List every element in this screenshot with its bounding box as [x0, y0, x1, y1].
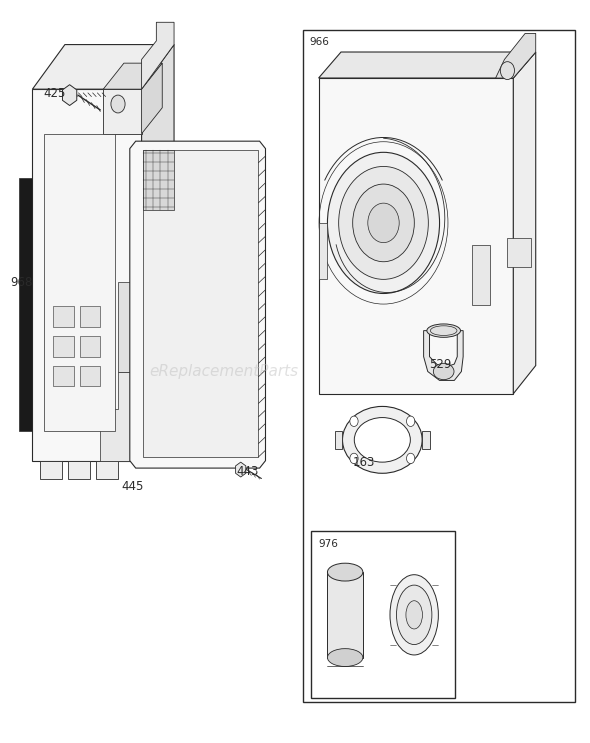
Polygon shape — [40, 461, 62, 479]
Polygon shape — [143, 150, 258, 457]
Polygon shape — [53, 336, 74, 357]
Ellipse shape — [390, 575, 438, 655]
Polygon shape — [96, 461, 118, 479]
Polygon shape — [422, 431, 430, 449]
Polygon shape — [68, 461, 90, 479]
Polygon shape — [19, 178, 32, 431]
Polygon shape — [53, 366, 74, 386]
Circle shape — [350, 453, 358, 464]
Ellipse shape — [327, 649, 363, 666]
Bar — [56, 193, 71, 282]
Polygon shape — [80, 366, 100, 386]
Polygon shape — [63, 85, 77, 106]
Circle shape — [327, 152, 440, 293]
Polygon shape — [80, 336, 100, 357]
Text: 966: 966 — [310, 37, 330, 47]
Polygon shape — [142, 22, 174, 89]
Polygon shape — [53, 306, 74, 327]
Polygon shape — [319, 52, 536, 78]
Polygon shape — [496, 33, 536, 78]
Polygon shape — [44, 134, 115, 431]
Polygon shape — [103, 63, 162, 89]
Ellipse shape — [406, 600, 422, 629]
Polygon shape — [142, 45, 174, 461]
Polygon shape — [32, 89, 142, 461]
Bar — [327, 572, 363, 658]
Circle shape — [339, 166, 428, 279]
Text: 445: 445 — [121, 480, 143, 493]
Bar — [80, 193, 94, 282]
Polygon shape — [118, 282, 142, 372]
Ellipse shape — [342, 406, 422, 473]
Polygon shape — [130, 141, 266, 468]
Polygon shape — [513, 52, 536, 394]
Circle shape — [407, 453, 415, 464]
Polygon shape — [335, 431, 342, 449]
Ellipse shape — [354, 418, 410, 462]
Ellipse shape — [433, 363, 454, 380]
Ellipse shape — [63, 306, 73, 355]
Circle shape — [353, 184, 414, 262]
Ellipse shape — [327, 563, 363, 581]
Polygon shape — [319, 223, 327, 279]
Circle shape — [111, 95, 125, 113]
Polygon shape — [142, 63, 162, 134]
Bar — [472, 245, 490, 305]
Bar — [311, 531, 455, 698]
Polygon shape — [507, 238, 531, 267]
Bar — [303, 30, 575, 702]
Circle shape — [368, 203, 399, 243]
Circle shape — [350, 416, 358, 426]
Ellipse shape — [427, 324, 460, 337]
Text: 976: 976 — [318, 539, 338, 548]
Text: 163: 163 — [353, 455, 375, 469]
Text: 529: 529 — [430, 357, 452, 371]
Polygon shape — [103, 89, 142, 134]
Polygon shape — [32, 45, 174, 89]
Polygon shape — [319, 78, 513, 394]
Text: 443: 443 — [236, 465, 258, 478]
Polygon shape — [100, 372, 142, 461]
Text: 968: 968 — [11, 276, 33, 289]
Ellipse shape — [396, 585, 432, 645]
Polygon shape — [424, 331, 463, 380]
Circle shape — [500, 62, 514, 80]
Polygon shape — [143, 150, 174, 210]
Polygon shape — [235, 462, 246, 477]
Polygon shape — [80, 306, 100, 327]
Text: eReplacementParts: eReplacementParts — [150, 364, 299, 379]
Circle shape — [407, 416, 415, 426]
Text: 425: 425 — [43, 87, 65, 100]
